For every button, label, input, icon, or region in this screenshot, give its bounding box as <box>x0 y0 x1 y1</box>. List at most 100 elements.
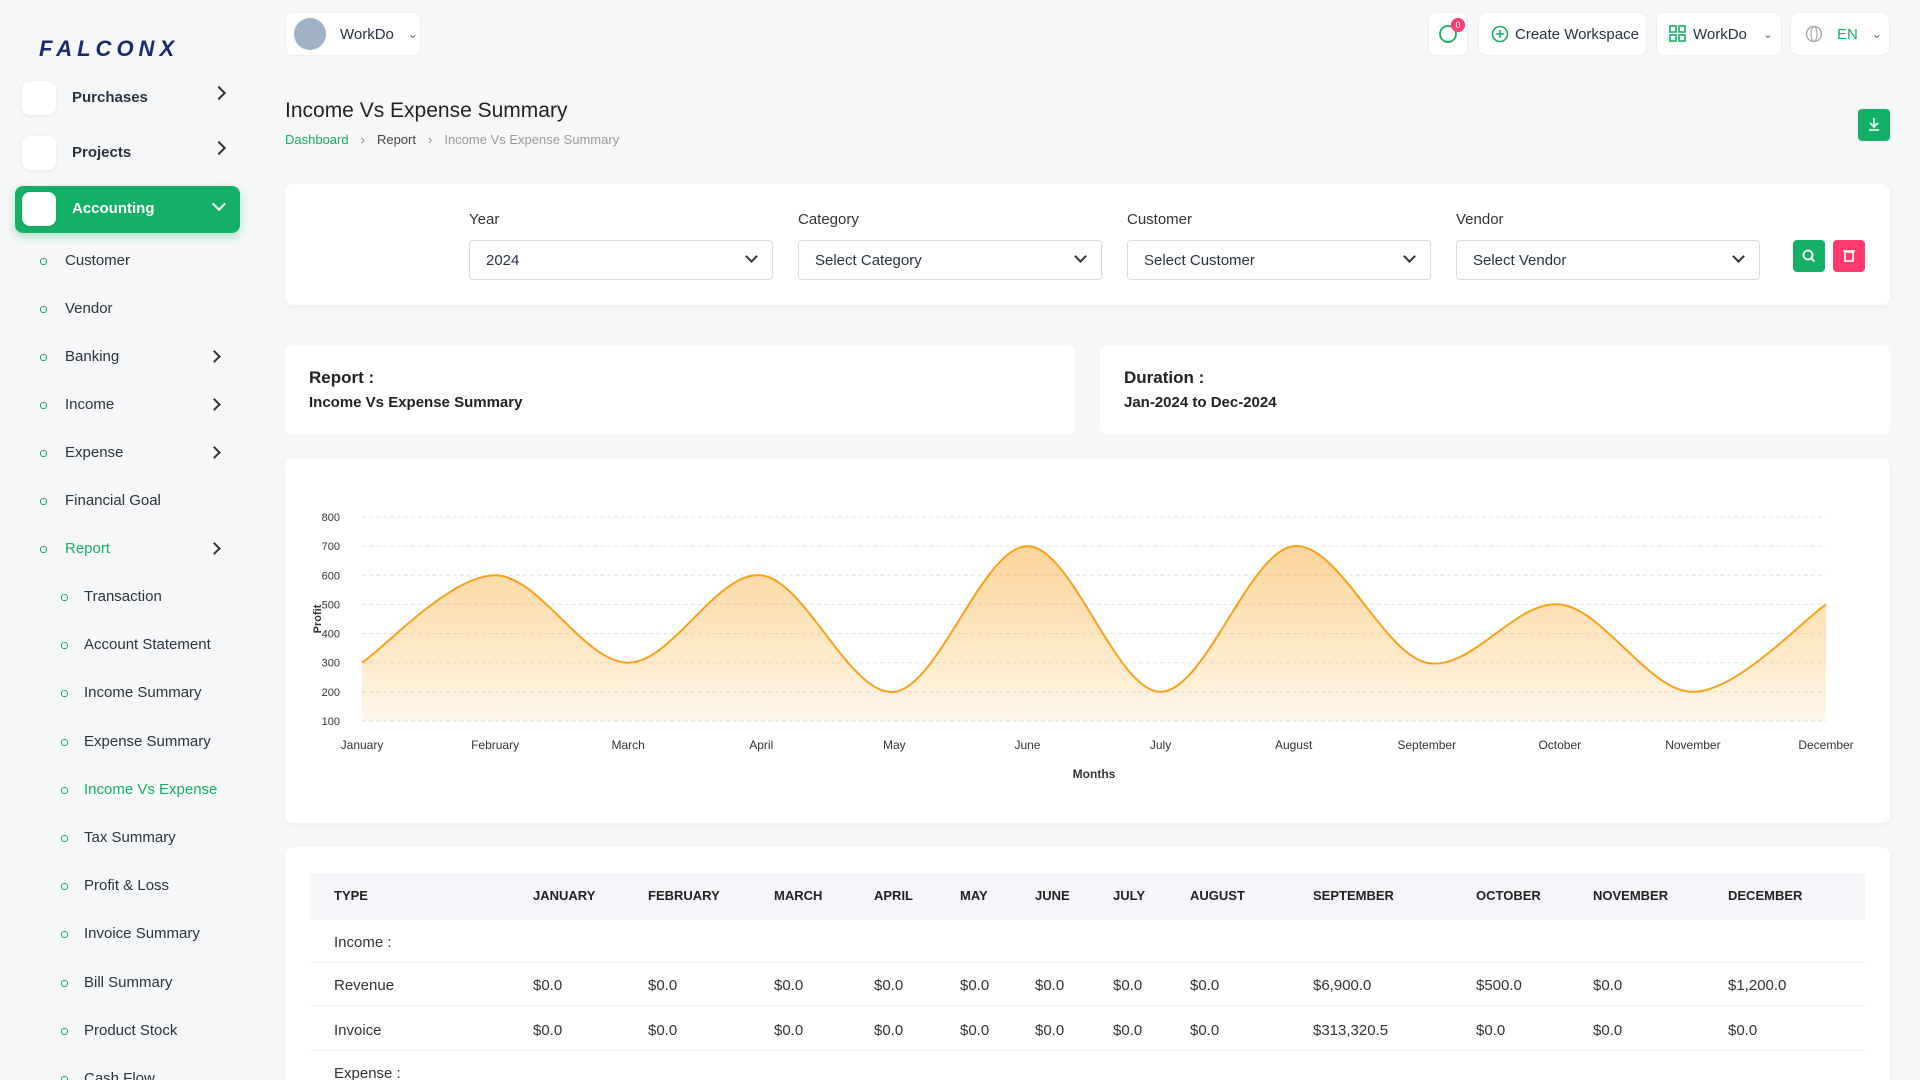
submenu-item[interactable]: Vendor <box>65 300 113 317</box>
language-menu[interactable]: EN ⌄ <box>1790 12 1890 56</box>
info-value: Jan-2024 to Dec-2024 <box>1124 394 1277 411</box>
messages-button[interactable]: 0 <box>1428 12 1468 56</box>
y-tick-label: 600 <box>322 570 340 582</box>
table-cell: $0.0 <box>874 1022 904 1039</box>
x-tick-label: September <box>1397 738 1456 752</box>
menu-item[interactable]: Accounting <box>72 200 155 217</box>
table-cell: $0.0 <box>1035 977 1065 994</box>
x-tick-label: February <box>471 738 519 752</box>
bullet <box>61 642 68 650</box>
search-button[interactable] <box>1793 240 1825 272</box>
row-border <box>310 962 1865 963</box>
table-cell: $0.0 <box>1113 977 1143 994</box>
x-tick-label: November <box>1665 738 1720 752</box>
table-header-cell: MARCH <box>774 888 823 903</box>
filter-select[interactable]: Select Vendor <box>1456 240 1760 280</box>
chevron-icon: ⌄ <box>1871 27 1882 41</box>
submenu-item[interactable]: Expense <box>65 444 124 461</box>
y-tick-label: 500 <box>322 599 340 611</box>
table-header-cell: MAY <box>960 888 988 903</box>
menu-item[interactable]: Projects <box>72 144 132 161</box>
menu-item[interactable]: Purchases <box>72 89 148 106</box>
submenu-item[interactable]: Income Vs Expense <box>84 780 218 798</box>
table-cell: Revenue <box>334 977 395 994</box>
submenu-item[interactable]: Income <box>65 396 115 413</box>
table-header-cell: JUNE <box>1035 888 1070 903</box>
menu-icon <box>22 136 56 170</box>
x-tick-label: May <box>883 738 906 752</box>
table-cell: $0.0 <box>1190 1022 1220 1039</box>
table-card <box>285 847 1890 1080</box>
submenu-item[interactable]: Expense Summary <box>84 732 211 750</box>
table-header-cell: JANUARY <box>533 888 596 903</box>
bullet <box>40 498 47 505</box>
submenu-item[interactable]: Cash Flow <box>84 1070 155 1080</box>
table-cell: $500.0 <box>1476 977 1522 994</box>
table-cell: $0.0 <box>648 977 678 994</box>
table-cell: $0.0 <box>1035 1022 1065 1039</box>
submenu-item[interactable]: Invoice Summary <box>84 925 200 943</box>
filter-label: Customer <box>1127 211 1193 228</box>
x-tick-label: July <box>1150 738 1171 752</box>
x-tick-label: October <box>1538 738 1581 752</box>
row-border <box>310 1050 1865 1051</box>
filter-select[interactable]: Select Category <box>798 240 1102 280</box>
bullet <box>61 594 68 601</box>
submenu-item[interactable]: Transaction <box>84 588 162 605</box>
breadcrumb-current: Income Vs Expense Summary <box>444 132 620 147</box>
submenu-item[interactable]: Customer <box>65 252 131 269</box>
submenu-item[interactable]: Financial Goal <box>65 492 161 509</box>
info-label: Duration : <box>1124 368 1205 387</box>
table-cell: Invoice <box>334 1022 382 1039</box>
row-border <box>310 1005 1865 1006</box>
logo[interactable]: FALCONX <box>39 36 180 61</box>
y-tick-label: 100 <box>322 716 340 728</box>
breadcrumb-link[interactable]: Report <box>376 132 416 147</box>
filter-label: Year <box>469 211 500 228</box>
submenu-item[interactable]: Report <box>65 540 111 557</box>
search-icon <box>1802 249 1816 263</box>
table-cell: $0.0 <box>648 1022 678 1039</box>
workspace-switcher[interactable]: WorkDo ⌄ <box>285 12 421 56</box>
table-header-cell: OCTOBER <box>1476 888 1541 903</box>
table-cell: $6,900.0 <box>1313 977 1372 994</box>
create-workspace-button[interactable]: Create Workspace <box>1478 12 1647 56</box>
chart: 100 200 300 400 500 600 700 800 January February M… <box>312 512 1854 781</box>
notification-badge: 0 <box>1451 18 1465 32</box>
line <box>361 545 1827 693</box>
workspace-menu[interactable]: WorkDo ⌄ <box>1656 12 1782 56</box>
breadcrumb-link[interactable]: Dashboard <box>285 132 349 147</box>
table-cell: Income : <box>334 934 392 951</box>
submenu-item[interactable]: Account Statement <box>84 636 211 654</box>
table-header-bg <box>310 873 1865 920</box>
filter-select[interactable]: Select Customer <box>1127 240 1431 280</box>
table-header-cell: DECEMBER <box>1728 888 1803 903</box>
bullet <box>61 786 68 794</box>
bullet <box>40 546 47 553</box>
table-cell: $1,200.0 <box>1728 977 1787 994</box>
x-tick-label: August <box>1275 738 1313 752</box>
table-cell: $313,320.5 <box>1313 1022 1389 1039</box>
filter-select[interactable]: 2024 <box>469 240 773 280</box>
bullet <box>40 402 47 409</box>
button-label: WorkDo <box>1693 25 1747 43</box>
bullet <box>61 738 68 746</box>
submenu-item[interactable]: Bill Summary <box>84 973 173 991</box>
submenu-item[interactable]: Banking <box>65 348 120 365</box>
submenu-item[interactable]: Profit & Loss <box>84 877 170 895</box>
submenu-item[interactable]: Product Stock <box>84 1021 178 1039</box>
page-title: Income Vs Expense Summary <box>285 99 568 122</box>
table-cell: $0.0 <box>1593 977 1623 994</box>
submenu-item[interactable]: Income Summary <box>84 684 202 702</box>
submenu-item[interactable]: Tax Summary <box>84 829 176 846</box>
bullet <box>61 979 68 987</box>
download-button[interactable] <box>1858 109 1890 141</box>
table-cell: $0.0 <box>1593 1022 1623 1039</box>
reset-button[interactable] <box>1833 240 1865 272</box>
table-cell: Expense : <box>334 1065 401 1080</box>
breadcrumb: Dashboard › Report › Income Vs Expense Sum… <box>285 132 619 147</box>
info-card <box>285 345 1075 434</box>
bullet <box>61 931 68 939</box>
language-code: EN <box>1837 25 1858 43</box>
bullet <box>61 1027 68 1035</box>
